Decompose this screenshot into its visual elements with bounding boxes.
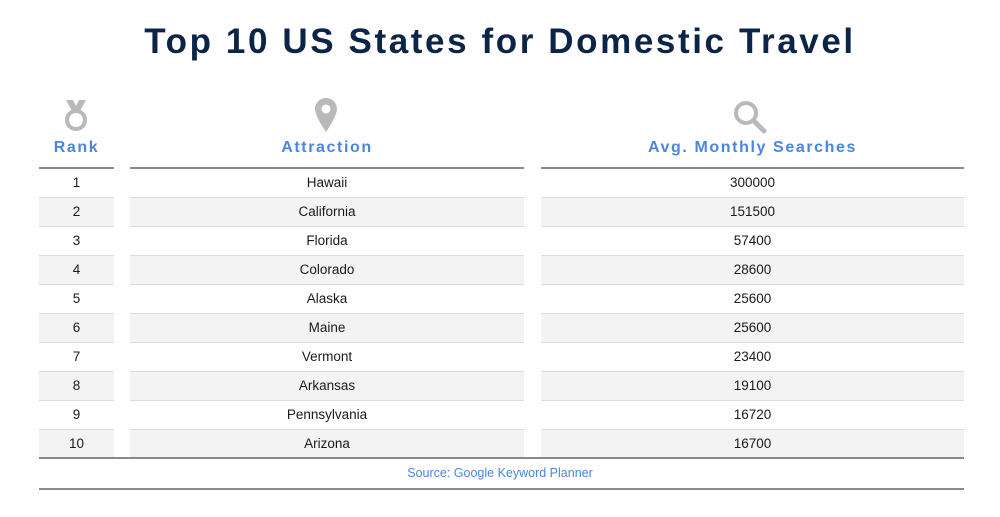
rank-cell: 4 xyxy=(39,256,114,285)
attraction-cell: Florida xyxy=(130,227,524,256)
header-divider-searches xyxy=(541,167,964,169)
searches-cell: 28600 xyxy=(541,256,964,285)
medal-icon xyxy=(65,100,87,131)
rank-cell: 10 xyxy=(39,430,114,459)
rank-cell: 6 xyxy=(39,314,114,343)
attraction-cell: Vermont xyxy=(130,343,524,372)
table-title: Top 10 US States for Domestic Travel xyxy=(144,22,856,61)
searches-cell: 16700 xyxy=(541,430,964,459)
table-row: 6 Maine 25600 xyxy=(0,314,1000,343)
table-row: 4 Colorado 28600 xyxy=(0,256,1000,285)
table-row: 3 Florida 57400 xyxy=(0,227,1000,256)
table-row: 1 Hawaii 300000 xyxy=(0,169,1000,198)
searches-cell: 151500 xyxy=(541,198,964,227)
rank-cell: 5 xyxy=(39,285,114,314)
table-row: 2 California 151500 xyxy=(0,198,1000,227)
rank-cell: 1 xyxy=(39,169,114,198)
rank-cell: 8 xyxy=(39,372,114,401)
attraction-cell: Pennsylvania xyxy=(130,401,524,430)
column-header-searches: Avg. Monthly Searches xyxy=(647,139,858,156)
table-row: 5 Alaska 25600 xyxy=(0,285,1000,314)
footer-rule xyxy=(39,488,964,490)
attraction-cell: Arizona xyxy=(130,430,524,459)
attraction-cell: Colorado xyxy=(130,256,524,285)
table-bottom-rule xyxy=(39,457,964,459)
table-body: 1 Hawaii 300000 2 California 151500 3 Florida 57… xyxy=(0,169,1000,459)
searches-cell: 57400 xyxy=(541,227,964,256)
searches-cell: 25600 xyxy=(541,285,964,314)
rank-cell: 2 xyxy=(39,198,114,227)
table-row: 10 Arizona 16700 xyxy=(0,430,1000,459)
searches-cell: 16720 xyxy=(541,401,964,430)
attraction-cell: Hawaii xyxy=(130,169,524,198)
table-row: 8 Arkansas 19100 xyxy=(0,372,1000,401)
search-icon xyxy=(734,101,767,134)
attraction-cell: California xyxy=(130,198,524,227)
attraction-cell: Alaska xyxy=(130,285,524,314)
rank-cell: 7 xyxy=(39,343,114,372)
searches-cell: 300000 xyxy=(541,169,964,198)
header-divider-rank xyxy=(39,167,114,169)
searches-cell: 19100 xyxy=(541,372,964,401)
column-header-rank: Rank xyxy=(53,139,100,156)
searches-cell: 23400 xyxy=(541,343,964,372)
location-pin-icon xyxy=(315,98,337,132)
table-row: 7 Vermont 23400 xyxy=(0,343,1000,372)
header-divider-attraction xyxy=(130,167,524,169)
table-row: 9 Pennsylvania 16720 xyxy=(0,401,1000,430)
attraction-cell: Arkansas xyxy=(130,372,524,401)
column-header-attraction: Attraction xyxy=(281,139,373,156)
rank-cell: 3 xyxy=(39,227,114,256)
rank-cell: 9 xyxy=(39,401,114,430)
source-note: Source: Google Keyword Planner xyxy=(407,466,593,480)
searches-cell: 25600 xyxy=(541,314,964,343)
attraction-cell: Maine xyxy=(130,314,524,343)
